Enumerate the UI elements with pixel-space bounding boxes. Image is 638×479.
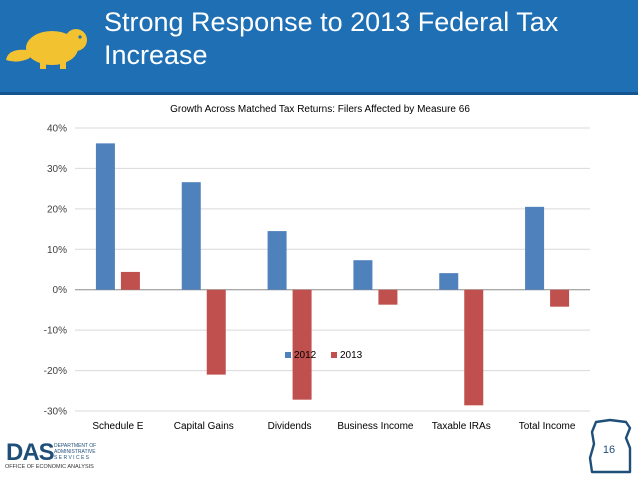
bar-2012-schedule-e	[95, 143, 115, 290]
oregon-outline-icon	[588, 418, 632, 474]
legend-label-2012: 2012	[294, 350, 317, 361]
bar-2012-dividends	[267, 231, 287, 290]
dept-line-1: DEPARTMENT OF	[54, 443, 97, 449]
x-category-label: Capital Gains	[174, 421, 234, 432]
x-category-label: Taxable IRAs	[432, 421, 491, 432]
office-name: OFFICE OF ECONOMIC ANALYSIS	[5, 464, 94, 470]
bar-2013-dividends	[292, 289, 312, 400]
x-category-label: Schedule E	[92, 421, 143, 432]
slide-header: Strong Response to 2013 Federal Tax Incr…	[0, 0, 638, 95]
page-number: 16	[602, 444, 616, 456]
chart-grid	[75, 127, 590, 412]
y-tick-label: -30%	[44, 407, 67, 418]
y-tick-label: 0%	[53, 285, 68, 296]
x-category-label: Total Income	[519, 421, 576, 432]
bar-chart: Growth Across Matched Tax Returns: Filer…	[44, 104, 590, 432]
bar-2013-business-income	[378, 289, 398, 305]
bar-2013-schedule-e	[120, 271, 140, 290]
chart-title: Growth Across Matched Tax Returns: Filer…	[170, 104, 470, 115]
das-logo: DAS DEPARTMENT OF ADMINISTRATIVE S E R V…	[4, 440, 100, 476]
bar-2013-total-income	[550, 289, 570, 307]
bar-2012-taxable-iras	[439, 273, 459, 290]
bar-2012-business-income	[353, 260, 373, 290]
x-category-label: Dividends	[268, 421, 312, 432]
dept-line-3: S E R V I C E S	[54, 455, 90, 461]
legend-swatch-2013	[331, 352, 337, 358]
y-tick-label: 40%	[47, 124, 67, 135]
y-tick-label: 20%	[47, 204, 67, 215]
slide-title: Strong Response to 2013 Federal Tax Incr…	[104, 7, 559, 70]
y-tick-label: -20%	[44, 366, 67, 377]
das-department-name: DEPARTMENT OF ADMINISTRATIVE S E R V I C…	[54, 443, 96, 461]
chart-legend: 2012 2013	[285, 350, 363, 361]
x-axis-labels: Schedule E Capital Gains Dividends Business…	[92, 421, 576, 432]
bar-2012-total-income	[525, 206, 545, 290]
chart-bars	[95, 143, 570, 406]
legend-swatch-2012	[285, 352, 291, 358]
legend-label-2013: 2013	[340, 350, 363, 361]
bar-2012-capital-gains	[181, 182, 201, 290]
bar-2013-taxable-iras	[464, 289, 484, 406]
y-tick-label: 10%	[47, 245, 67, 256]
y-axis-labels: -30% -20% -10% 0% 10% 20% 30% 40%	[44, 124, 67, 418]
x-category-label: Business Income	[337, 421, 414, 432]
beaver-logo-icon	[6, 29, 87, 69]
y-tick-label: 30%	[47, 164, 67, 175]
dept-line-2: ADMINISTRATIVE	[54, 449, 96, 455]
bar-2013-capital-gains	[206, 289, 226, 375]
y-tick-label: -10%	[44, 326, 67, 337]
das-abbrev: DAS	[6, 439, 55, 466]
